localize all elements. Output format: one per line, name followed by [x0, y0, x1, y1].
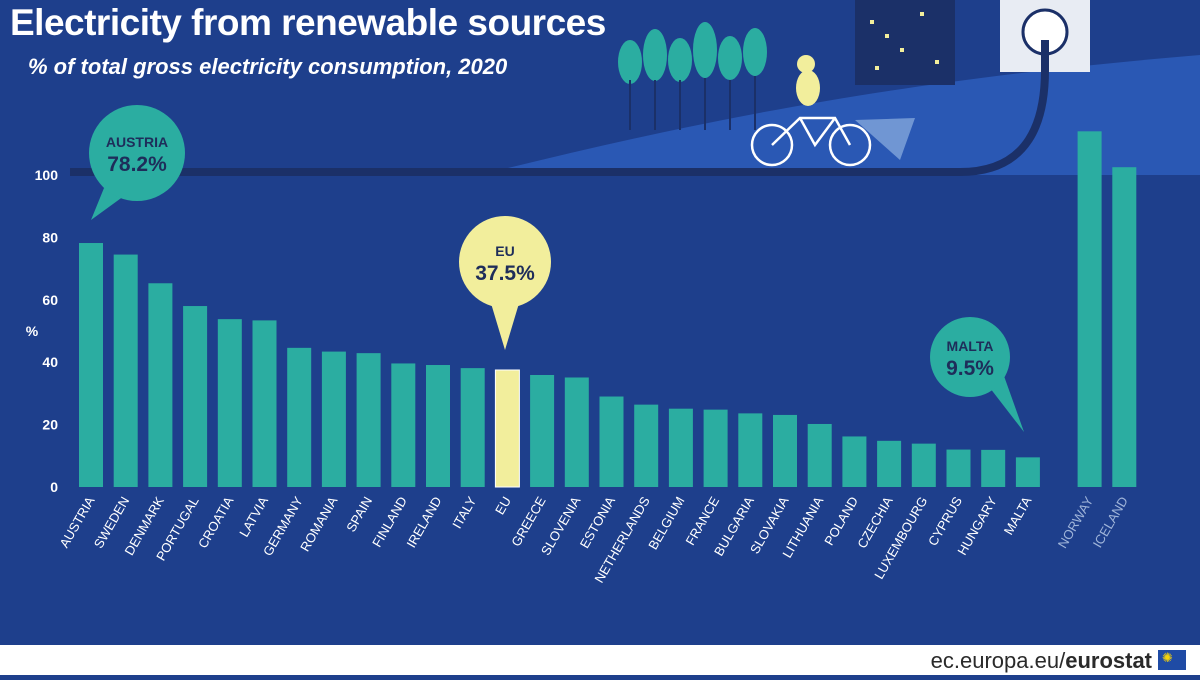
footer-site-brand: eurostat — [1065, 648, 1152, 673]
bar-bulgaria — [738, 413, 763, 487]
y-tick-label: 60 — [42, 292, 58, 308]
bar-austria — [79, 243, 103, 487]
bar-malta — [1015, 457, 1040, 487]
bar-croatia — [217, 319, 242, 487]
callout-country: AUSTRIA — [106, 134, 168, 150]
bar-lithuania — [807, 423, 832, 487]
bar-belgium — [668, 408, 693, 487]
building-windows — [870, 12, 939, 70]
bar-norway — [1077, 131, 1102, 487]
bar-finland — [391, 363, 416, 487]
footer-bar: ec.europa.eu/eurostat ✺ — [0, 645, 1200, 675]
callout-value: 9.5% — [946, 357, 994, 380]
bar-czechia — [877, 440, 902, 487]
bar-eu — [494, 369, 520, 488]
callout-bubble — [930, 317, 1010, 397]
bar-germany — [287, 347, 312, 487]
trees-icon — [618, 22, 767, 84]
callout-eu: EU 37.5% — [459, 216, 551, 350]
bar-sweden — [113, 254, 138, 487]
bar-slovakia — [773, 414, 797, 487]
y-tick-label: 0 — [50, 479, 58, 495]
footer-site-prefix: ec.europa.eu/ — [930, 648, 1066, 673]
callout-austria: AUSTRIA 78.2% — [89, 105, 185, 220]
bars — [79, 131, 1137, 488]
bar-italy — [460, 368, 485, 487]
bar-latvia — [252, 320, 277, 487]
callout-pointer — [490, 300, 520, 350]
callout-pointer — [990, 376, 1024, 432]
page-subtitle: % of total gross electricity consumption… — [28, 54, 508, 79]
cyclist-icon — [750, 55, 915, 167]
callout-bubble — [459, 216, 551, 308]
bar-denmark — [148, 283, 173, 487]
bar-france — [703, 409, 728, 487]
y-axis-label: % — [26, 323, 39, 339]
bar-cyprus — [946, 449, 971, 487]
footer-link[interactable]: ec.europa.eu/eurostat — [931, 648, 1152, 674]
bar-greece — [530, 374, 555, 487]
callouts: AUSTRIA 78.2% EU 37.5% MALTA 9.5% — [89, 105, 1024, 432]
bar-netherlands — [634, 404, 659, 487]
callout-country: EU — [495, 243, 514, 259]
y-axis: 0 20 40 60 80 100% — [26, 167, 58, 495]
y-tick-label: 40 — [42, 354, 58, 370]
bar-portugal — [183, 306, 208, 487]
bar-spain — [356, 353, 381, 487]
bar-iceland — [1112, 167, 1137, 487]
callout-bubble — [89, 105, 185, 201]
callout-value: 78.2% — [107, 153, 167, 176]
y-tick-label: 20 — [42, 417, 58, 433]
callout-malta: MALTA 9.5% — [930, 317, 1024, 432]
bar-poland — [842, 436, 867, 487]
building-icon — [855, 0, 955, 85]
callout-country: MALTA — [947, 338, 994, 354]
page-title: Electricity from renewable sources — [10, 2, 606, 43]
y-tick-label: 100 — [35, 167, 59, 183]
power-cable — [70, 40, 1049, 176]
bar-romania — [321, 351, 346, 487]
y-tick-label: 80 — [42, 229, 58, 245]
callout-value: 37.5% — [475, 262, 535, 285]
tree-trunks — [629, 76, 756, 130]
bar-luxembourg — [911, 443, 936, 487]
eu-flag-icon: ✺ — [1158, 650, 1186, 670]
bar-slovenia — [564, 377, 589, 487]
bar-estonia — [599, 396, 624, 487]
bar-hungary — [981, 449, 1006, 487]
bar-ireland — [426, 365, 450, 487]
